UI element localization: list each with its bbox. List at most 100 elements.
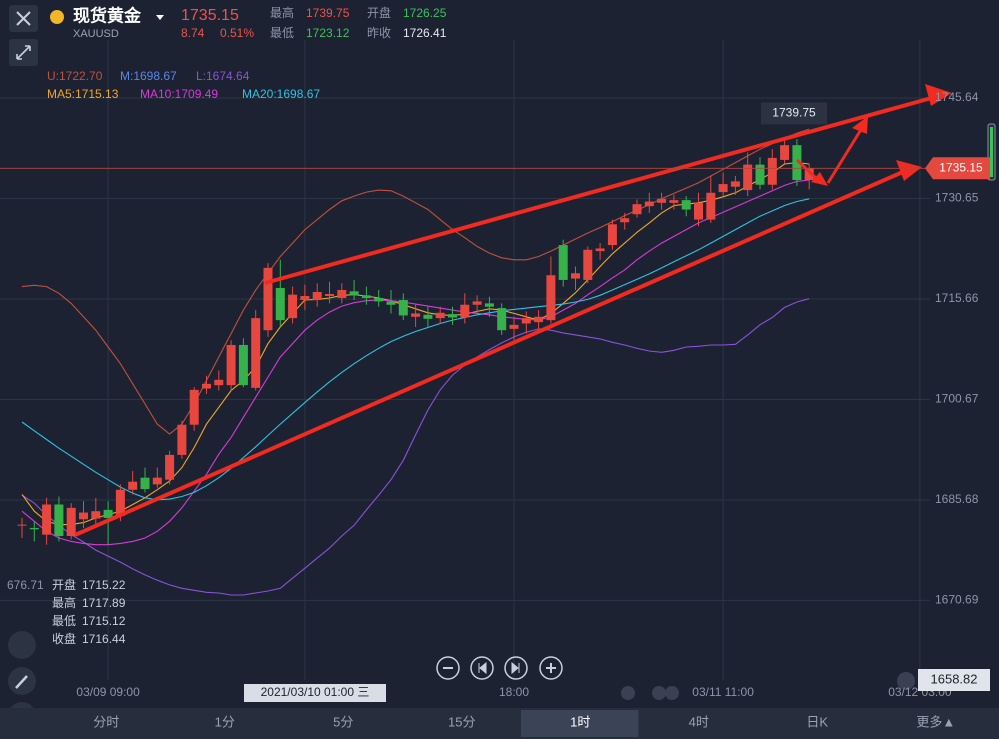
- arrow-head: [925, 84, 952, 106]
- stat-label: 开盘: [367, 5, 391, 20]
- tooltip-value: 1717.89: [82, 596, 126, 610]
- instrument-symbol: XAUUSD: [73, 28, 119, 40]
- indicator-button[interactable]: [8, 631, 36, 659]
- y-tick-label: 1685.68: [935, 492, 979, 506]
- alert-button[interactable]: [897, 672, 915, 690]
- zoom-in-button[interactable]: [539, 656, 563, 680]
- candle-body: [435, 312, 445, 319]
- candle-body: [644, 201, 654, 207]
- tab[interactable]: [47, 710, 165, 737]
- stat-value: 1723.12: [306, 26, 350, 40]
- arrow-line: [826, 127, 864, 184]
- collapse-icon: [16, 45, 31, 60]
- candle-body: [361, 295, 371, 299]
- candle-body: [657, 198, 667, 203]
- tab[interactable]: [876, 710, 995, 737]
- tooltip-label: 开盘: [52, 577, 76, 592]
- y-tick-label: 1730.65: [935, 191, 979, 205]
- indicator-line: [21, 298, 810, 596]
- tab-label[interactable]: 1时: [570, 714, 590, 729]
- instrument-name[interactable]: 现货黄金: [73, 5, 142, 25]
- x-tick-label: 03/09 09:00: [76, 685, 140, 699]
- candle-body: [546, 275, 556, 321]
- candle-body: [263, 267, 273, 331]
- candle-body: [103, 509, 113, 518]
- y-tick-label: 1715.66: [935, 291, 979, 305]
- next-icon: [511, 661, 520, 675]
- legend-entry: MA5:1715.13: [47, 87, 119, 101]
- candle-body: [534, 316, 544, 323]
- prev-button[interactable]: [470, 656, 494, 680]
- option-dot[interactable]: [621, 686, 635, 700]
- candle-body: [706, 192, 716, 220]
- stat-value: 1726.25: [403, 6, 447, 20]
- high-marker-label: 1739.75: [772, 106, 816, 120]
- candle-body: [681, 200, 691, 210]
- high-marker-box: [761, 102, 827, 125]
- tab-label[interactable]: 5分: [333, 714, 353, 729]
- tab-label[interactable]: 日K: [806, 714, 828, 729]
- candle-body: [177, 424, 187, 455]
- candle-body: [411, 313, 421, 317]
- y-tick-label: 1700.67: [935, 392, 979, 406]
- stat-label: 昨收: [367, 26, 391, 40]
- tab-label[interactable]: 4时: [689, 714, 709, 729]
- arrow-line: [264, 95, 936, 285]
- candle-body: [521, 318, 531, 324]
- stat-value: 1726.41: [403, 26, 447, 40]
- grid: [0, 40, 930, 680]
- candle-body: [66, 507, 76, 537]
- tab-label[interactable]: 分时: [93, 714, 119, 729]
- tab[interactable]: [284, 710, 402, 737]
- last-price-tag: [925, 157, 990, 180]
- tab[interactable]: [521, 710, 639, 737]
- tab-label[interactable]: 1分: [215, 714, 235, 729]
- candle-body: [312, 291, 322, 301]
- tab[interactable]: [402, 710, 521, 737]
- next-button[interactable]: [504, 656, 528, 680]
- candle-body: [115, 489, 125, 516]
- candle-body: [509, 324, 519, 329]
- candle-body: [583, 249, 593, 280]
- candle-body: [804, 168, 814, 181]
- option-dot[interactable]: [652, 686, 666, 700]
- legend-entry: U:1722.70: [47, 69, 103, 83]
- candle-body: [743, 164, 753, 191]
- candle-body: [79, 512, 88, 520]
- candle-body: [595, 248, 605, 252]
- tab-label[interactable]: 更多▲: [916, 714, 955, 729]
- close-icon: [16, 11, 31, 26]
- candle-body: [472, 301, 482, 305]
- prev-icon: [478, 661, 487, 675]
- tab[interactable]: [758, 710, 876, 737]
- candle-body: [165, 454, 175, 480]
- candle-body: [448, 314, 457, 318]
- tab[interactable]: [639, 710, 758, 737]
- tooltip-label: 收盘: [52, 631, 76, 646]
- tab-label[interactable]: 15分: [448, 714, 475, 729]
- legend-entry: MA20:1698.67: [242, 87, 320, 101]
- cursor-price-label: 1658.82: [931, 671, 978, 686]
- candle-body: [152, 477, 162, 485]
- candle-body: [300, 296, 310, 301]
- candle-body: [792, 145, 802, 181]
- dropdown-caret[interactable]: [156, 15, 164, 20]
- zoom-out-button[interactable]: [436, 656, 460, 680]
- candle-body: [325, 294, 334, 297]
- candle-body: [620, 218, 630, 223]
- tab[interactable]: [165, 710, 284, 737]
- candle-body: [780, 145, 790, 160]
- change-pct: 0.51%: [220, 26, 254, 40]
- candle-body: [202, 383, 211, 389]
- candle-body: [497, 308, 507, 331]
- candle-body: [730, 181, 740, 187]
- last-price-label: 1735.15: [939, 160, 983, 174]
- tooltip-label: 最高: [52, 595, 76, 610]
- candle-body: [718, 184, 728, 193]
- option-dot[interactable]: [665, 686, 679, 700]
- candle-body: [669, 200, 679, 203]
- legend-entry: M:1698.67: [120, 69, 177, 83]
